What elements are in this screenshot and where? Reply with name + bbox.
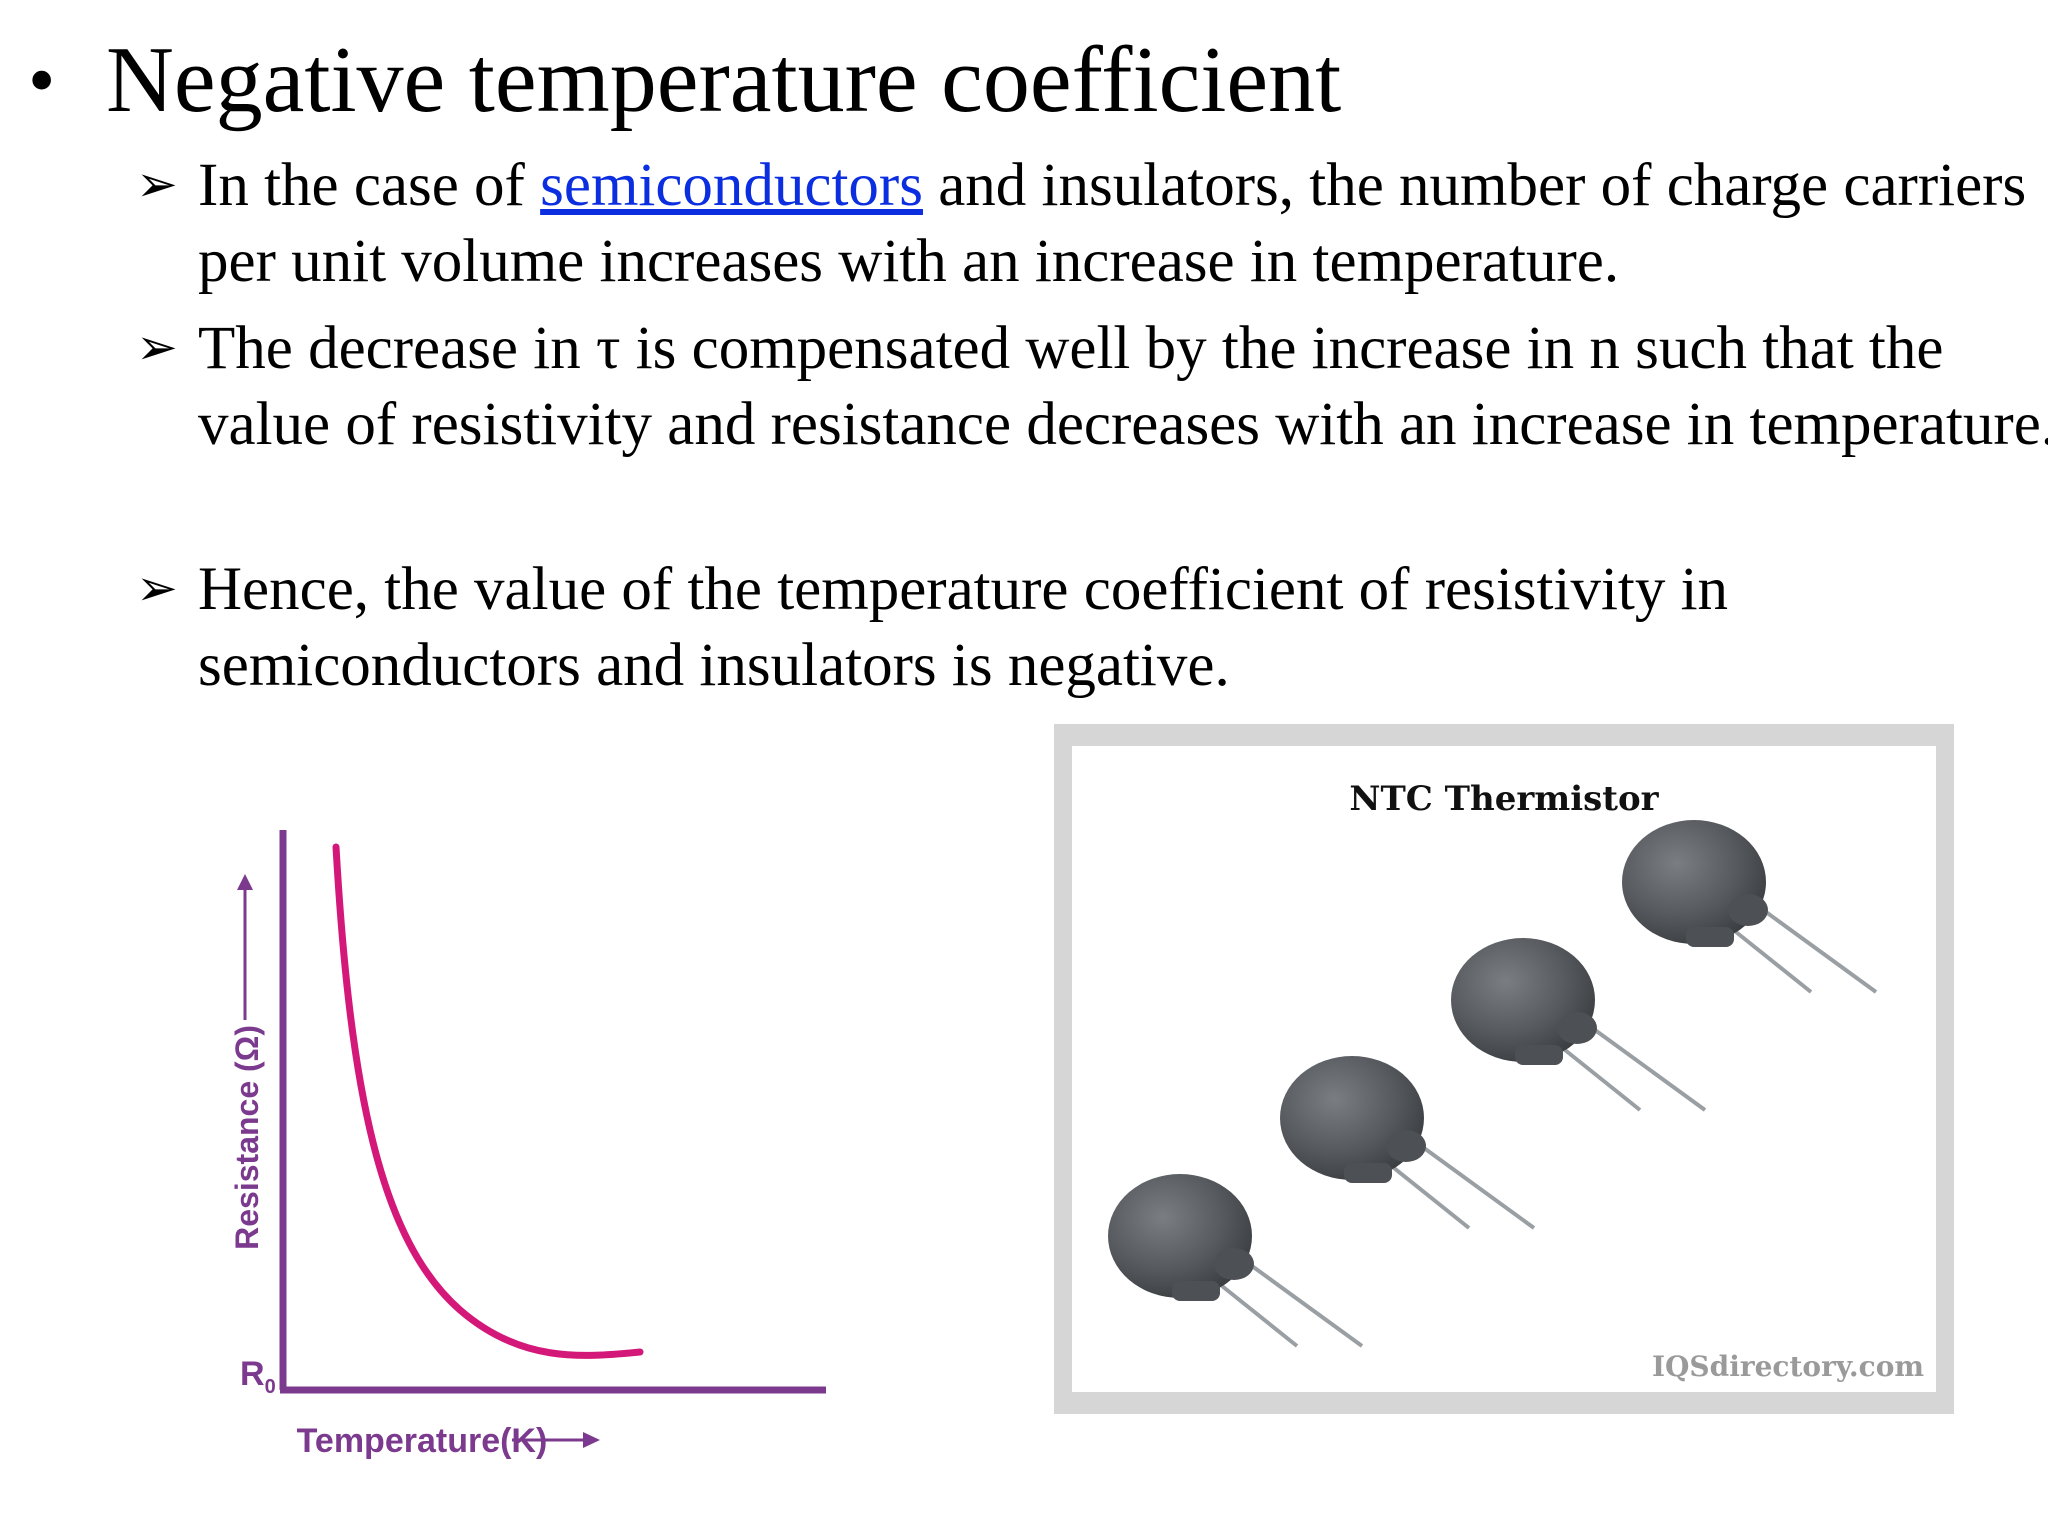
y-arrow-icon xyxy=(237,874,253,890)
x-axis-label: Temperature(K) xyxy=(297,1422,548,1460)
slide-title: • Negative temperature coefficient xyxy=(28,30,1341,130)
r0-label: R0 xyxy=(240,1355,276,1398)
thermistor-component xyxy=(1451,938,1707,1112)
y-axis-label: Resistance (Ω) xyxy=(229,1025,265,1250)
thermistor-component xyxy=(1622,820,1878,994)
bullet-text: The decrease in τ is compensated well by… xyxy=(198,315,2048,458)
arrow-bullet-icon: ➢ xyxy=(136,155,178,213)
bullet-text: In the case of semiconductors and insula… xyxy=(198,152,2027,295)
arrow-bullet-icon: ➢ xyxy=(136,318,178,376)
ntc-thermistor-image: NTC Thermistor xyxy=(1054,724,1954,1414)
photo-title: NTC Thermistor xyxy=(1349,779,1659,819)
resistance-temperature-graph: Resistance (Ω) R0 Temperature(K) xyxy=(200,800,860,1480)
bullet-text: Hence, the value of the temperature coef… xyxy=(198,556,1729,699)
arrow-bullet-icon: ➢ xyxy=(136,559,178,617)
semiconductors-link[interactable]: semiconductors xyxy=(540,152,923,219)
bullet-icon: • xyxy=(28,36,56,123)
watermark: IQSdirectory.com xyxy=(1652,1350,1924,1383)
thermistor-component xyxy=(1280,1056,1536,1230)
title-text: Negative temperature coefficient xyxy=(106,28,1342,132)
thermistor-component xyxy=(1108,1174,1364,1348)
image-inner: NTC Thermistor xyxy=(1072,746,1936,1392)
resistance-curve xyxy=(332,843,644,1359)
x-arrow-icon xyxy=(583,1432,600,1448)
